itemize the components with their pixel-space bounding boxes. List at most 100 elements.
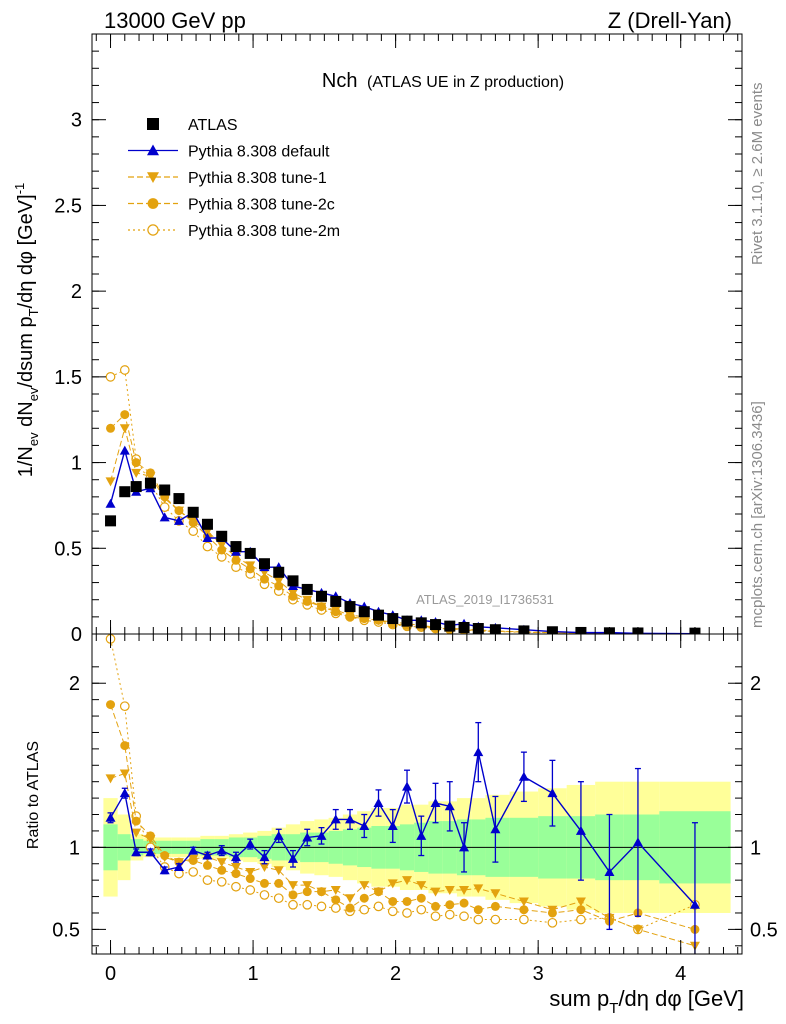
ratio-point [330,814,341,824]
ratio-point [373,887,384,897]
xtick-label: 1 [248,963,259,985]
ratio-point [490,889,501,899]
xtick-label: 0 [105,963,116,985]
ratio-point [430,798,441,808]
ratio-point [416,904,427,915]
ratio-point [330,903,341,913]
legend-marker [147,144,159,156]
data-point [119,486,131,498]
ratio-point [202,850,213,860]
data-point [472,623,484,634]
data-point [244,547,256,559]
ytick-label: 0.5 [54,538,82,560]
ratio-point [547,788,558,798]
data-point [202,533,213,542]
ratio-point [490,901,500,911]
ratio-point [416,893,426,903]
ratio-point [145,847,156,857]
ratio-point [387,879,398,889]
ratio-point [359,821,370,830]
ratio-point [273,866,284,876]
ratio-point [359,904,370,915]
ratio-point [430,887,441,897]
ratio-point [302,832,313,842]
ratio-point [519,905,529,915]
ratio-point [345,894,356,904]
xtick-label: 2 [390,963,401,985]
legend-label: Pythia 8.308 tune-1 [188,170,327,187]
header-left: 13000 GeV pp [104,8,246,33]
ratio-ylabel: Ratio to ATLAS [25,741,42,849]
ratio-point [245,839,256,849]
ratio-point [230,863,241,873]
ratio-point [173,862,184,872]
ratio-point [120,741,130,751]
ratio-point [302,887,312,897]
ratio-point [402,781,413,791]
main-ylabel: 1/Nev dNev/dsum pT/dη dφ [GeV]-1 [12,183,41,478]
data-point [105,477,116,487]
data-point [201,518,213,530]
legend-label: ATLAS [188,117,238,134]
data-point [187,506,199,518]
data-point [330,595,342,607]
ratio-point [302,881,313,891]
ratio-point [576,914,586,925]
ytick-label: 0 [71,624,82,646]
header-right: Z (Drell-Yan) [608,8,732,33]
ratio-point [689,899,700,909]
ratio-point [430,911,441,922]
ratio-point [402,908,412,918]
data-point [105,498,116,508]
ratio-ytick-label: 1 [69,837,80,859]
ratio-point [188,854,199,864]
data-point [358,606,370,618]
legend-label: Pythia 8.308 tune-2c [188,197,335,214]
legend: ATLAS Pythia 8.308 default Pythia 8.308 tu… [128,117,340,240]
ratio-line-2 [110,704,696,930]
data-point [315,590,327,602]
ratio-point [216,845,227,855]
ratio-point [273,893,284,904]
data-point [119,424,130,434]
ratio-point [202,875,213,886]
ratio-point [518,771,529,781]
data-point [216,530,228,542]
ratio-point [287,881,298,891]
ratio-point [259,863,270,873]
series-line-0 [109,447,695,634]
ratio-point [188,845,199,855]
ratio-point [259,890,270,900]
watermark: ATLAS_2019_I1736531 [416,592,554,607]
ratio-point [431,901,441,911]
data-point [287,575,299,587]
ratio-point [316,901,327,912]
ratio-point [459,842,470,852]
ratio-point [547,905,558,915]
x-axis-label: sum pT/dη dφ [GeV] [549,986,744,1017]
data-point [259,574,269,584]
data-point [188,526,199,536]
ytick-label: 3 [71,110,82,132]
ratio-point [444,886,455,895]
ratio-point [273,830,284,840]
legend-label: Pythia 8.308 tune-2m [188,223,340,240]
ratio-point [490,914,501,925]
ratio-point [387,906,398,917]
data-point [401,615,413,627]
ratio-point [105,774,116,784]
data-point [144,477,156,489]
ratio-frame [91,633,743,955]
data-point [106,423,116,433]
data-point [330,606,341,615]
data-point [159,484,171,496]
legend-label: Pythia 8.308 default [188,144,330,161]
ratio-line-0 [109,752,696,906]
data-point [387,613,399,625]
legend-marker [147,118,159,130]
ratio-point [632,925,643,935]
ratio-point [119,701,130,712]
ratio-point [230,852,241,862]
legend-marker [147,172,159,183]
